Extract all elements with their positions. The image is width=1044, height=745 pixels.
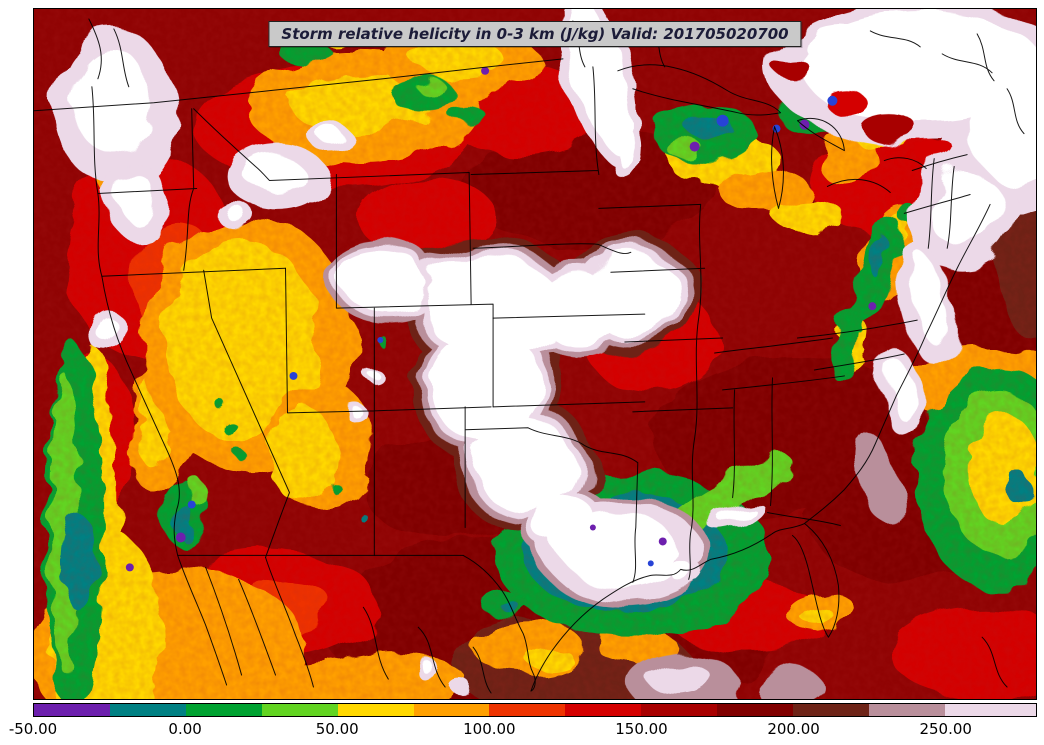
- colorbar-tick-label: 0.00: [168, 720, 202, 738]
- pacific-coastline: [91, 86, 228, 686]
- map-title-text: Storm relative helicity in 0-3 km (J/kg)…: [281, 25, 789, 43]
- colorbar-tick-label: 150.00: [615, 720, 668, 738]
- colorbar-segment: [489, 704, 566, 716]
- colorbar-segment: [793, 704, 869, 716]
- colorbar-segment: [413, 704, 490, 716]
- colorbar-segment: [565, 704, 642, 716]
- colorbar-segment: [34, 704, 110, 716]
- colorbar-tick-label: 50.00: [315, 720, 359, 738]
- atlantic-coastline: [772, 203, 991, 534]
- colorbar-tick-label: 100.00: [463, 720, 516, 738]
- colorbar-segment: [944, 704, 1036, 716]
- colorbar-segment: [185, 704, 262, 716]
- colorbar-segment: [109, 704, 186, 716]
- colorbar-tick-label: -50.00: [8, 720, 58, 738]
- gulf-coastline: [530, 523, 840, 692]
- colorbar-segment: [337, 704, 414, 716]
- canada-border-line: [34, 58, 564, 112]
- colorbar-tick-labels: -50.00 0.00 50.00 100.00 150.00 200.00 250.00: [9, 717, 1037, 741]
- colorbar-segment: [717, 704, 794, 716]
- colorbar-tick-label: 200.00: [767, 720, 820, 738]
- map-canvas: Storm relative helicity in 0-3 km (J/kg)…: [33, 8, 1037, 700]
- colorbar-segment: [868, 704, 945, 716]
- field-specks-layer: [125, 66, 877, 572]
- map-title: Storm relative helicity in 0-3 km (J/kg)…: [268, 21, 802, 47]
- colorbar-segment: [641, 704, 718, 716]
- colorbar-segment: [261, 704, 338, 716]
- helicity-field-map: [34, 9, 1036, 699]
- colorbar-tick-label: 250.00: [919, 720, 972, 738]
- colorbar-scale: [33, 703, 1037, 717]
- map-boundaries: [34, 18, 1025, 694]
- great-lakes-outline: [617, 64, 927, 209]
- colorbar: -50.00 0.00 50.00 100.00 150.00 200.00 250.00: [9, 703, 1037, 741]
- mexico-border-line: [177, 554, 536, 692]
